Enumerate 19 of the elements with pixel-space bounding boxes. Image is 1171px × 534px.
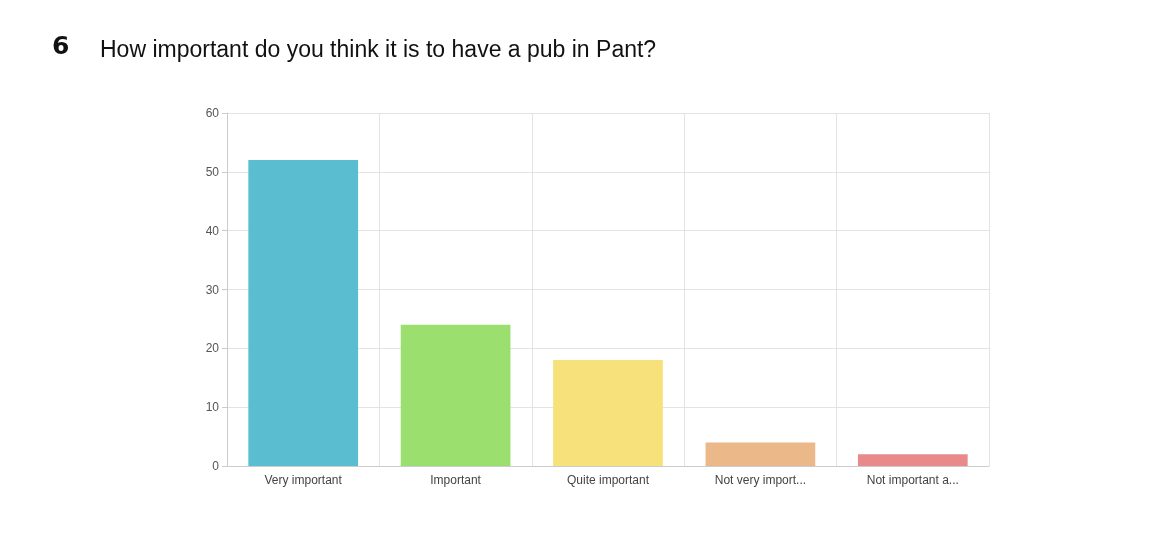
y-tick-label: 20 [205, 341, 220, 356]
x-tick-label: Not important a... [866, 473, 959, 487]
chart-title: How important do you think it is to have a pub in Pant? [100, 35, 657, 62]
y-tick-label: 0 [212, 459, 220, 473]
x-tick-label: Important [430, 473, 482, 487]
x-tick-label: Not very import... [714, 473, 807, 487]
y-tick-label: 50 [205, 164, 220, 179]
y-tick-label: 60 [205, 106, 220, 120]
text: 6 [52, 31, 70, 60]
bar [248, 160, 359, 466]
bar [553, 360, 663, 466]
bar [400, 324, 511, 466]
bar [705, 442, 816, 466]
y-tick-label: 30 [205, 282, 220, 297]
y-tick-label: 10 [205, 400, 220, 415]
x-tick-label: Very important [264, 473, 343, 487]
x-tick-label: Quite important [566, 473, 650, 487]
y-tick-label: 40 [205, 223, 220, 238]
bar [857, 454, 968, 466]
